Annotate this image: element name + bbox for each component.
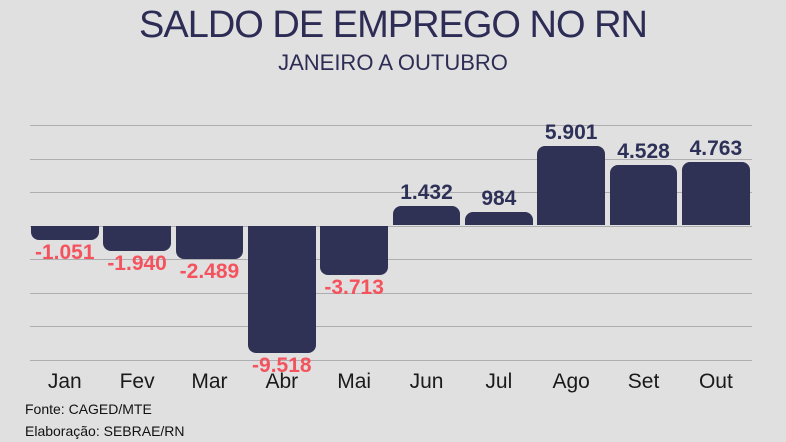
gridline-2500 <box>30 192 752 193</box>
axis-label-out: Out <box>698 370 733 393</box>
axis-label-abr: Abr <box>265 370 299 393</box>
gridline--2500 <box>30 259 752 260</box>
value-label-fev: -1.940 <box>107 252 167 276</box>
bar-out <box>682 161 750 226</box>
bar-mar <box>175 225 244 259</box>
value-label-jul: 984 <box>481 187 517 211</box>
gridline-0 <box>30 225 752 227</box>
gridline--10000 <box>30 359 752 361</box>
gridline--7500 <box>30 326 752 327</box>
axis-label-jul: Jul <box>485 370 513 393</box>
value-label-mai: -3.713 <box>324 276 384 300</box>
axis-label-fev: Fev <box>119 370 155 393</box>
axis-label-mar: Mar <box>191 370 228 393</box>
gridline--5000 <box>30 292 752 294</box>
value-label-jun: 1.432 <box>400 181 453 205</box>
bar-ago <box>537 146 605 226</box>
axis-label-jun: Jun <box>409 370 444 393</box>
bar-set <box>609 164 678 226</box>
gridline-7500 <box>30 125 752 126</box>
bar-jul <box>465 212 533 226</box>
value-label-mar: -2.489 <box>179 259 240 283</box>
value-label-set: 4.528 <box>617 139 670 163</box>
axis-label-ago: Ago <box>552 370 590 393</box>
source-text: Fonte: CAGED/MTE <box>25 401 152 417</box>
axis-label-mai: Mai <box>337 370 372 393</box>
chart-footer: Fonte: CAGED/MTE Elaboração: SEBRAE/RN <box>25 398 185 442</box>
value-label-out: 4.763 <box>689 136 743 160</box>
axis-label-jan: Jan <box>47 370 82 393</box>
axis-label-set: Set <box>627 370 660 393</box>
value-label-ago: 5.901 <box>544 121 598 145</box>
bar-fev <box>103 225 171 252</box>
gridline-5000 <box>30 158 752 160</box>
bar-mai <box>320 225 388 276</box>
value-label-abr: -9.518 <box>252 354 312 378</box>
bar-jan <box>31 225 99 240</box>
chart-title: SALDO DE EMPREGO NO RN <box>139 4 648 46</box>
value-label-jan: -1.051 <box>34 240 95 264</box>
elaboration-text: Elaboração: SEBRAE/RN <box>25 423 185 439</box>
bar-abr <box>248 225 316 354</box>
chart-subtitle: JANEIRO A OUTUBRO <box>278 50 508 75</box>
bar-jun <box>392 206 461 226</box>
